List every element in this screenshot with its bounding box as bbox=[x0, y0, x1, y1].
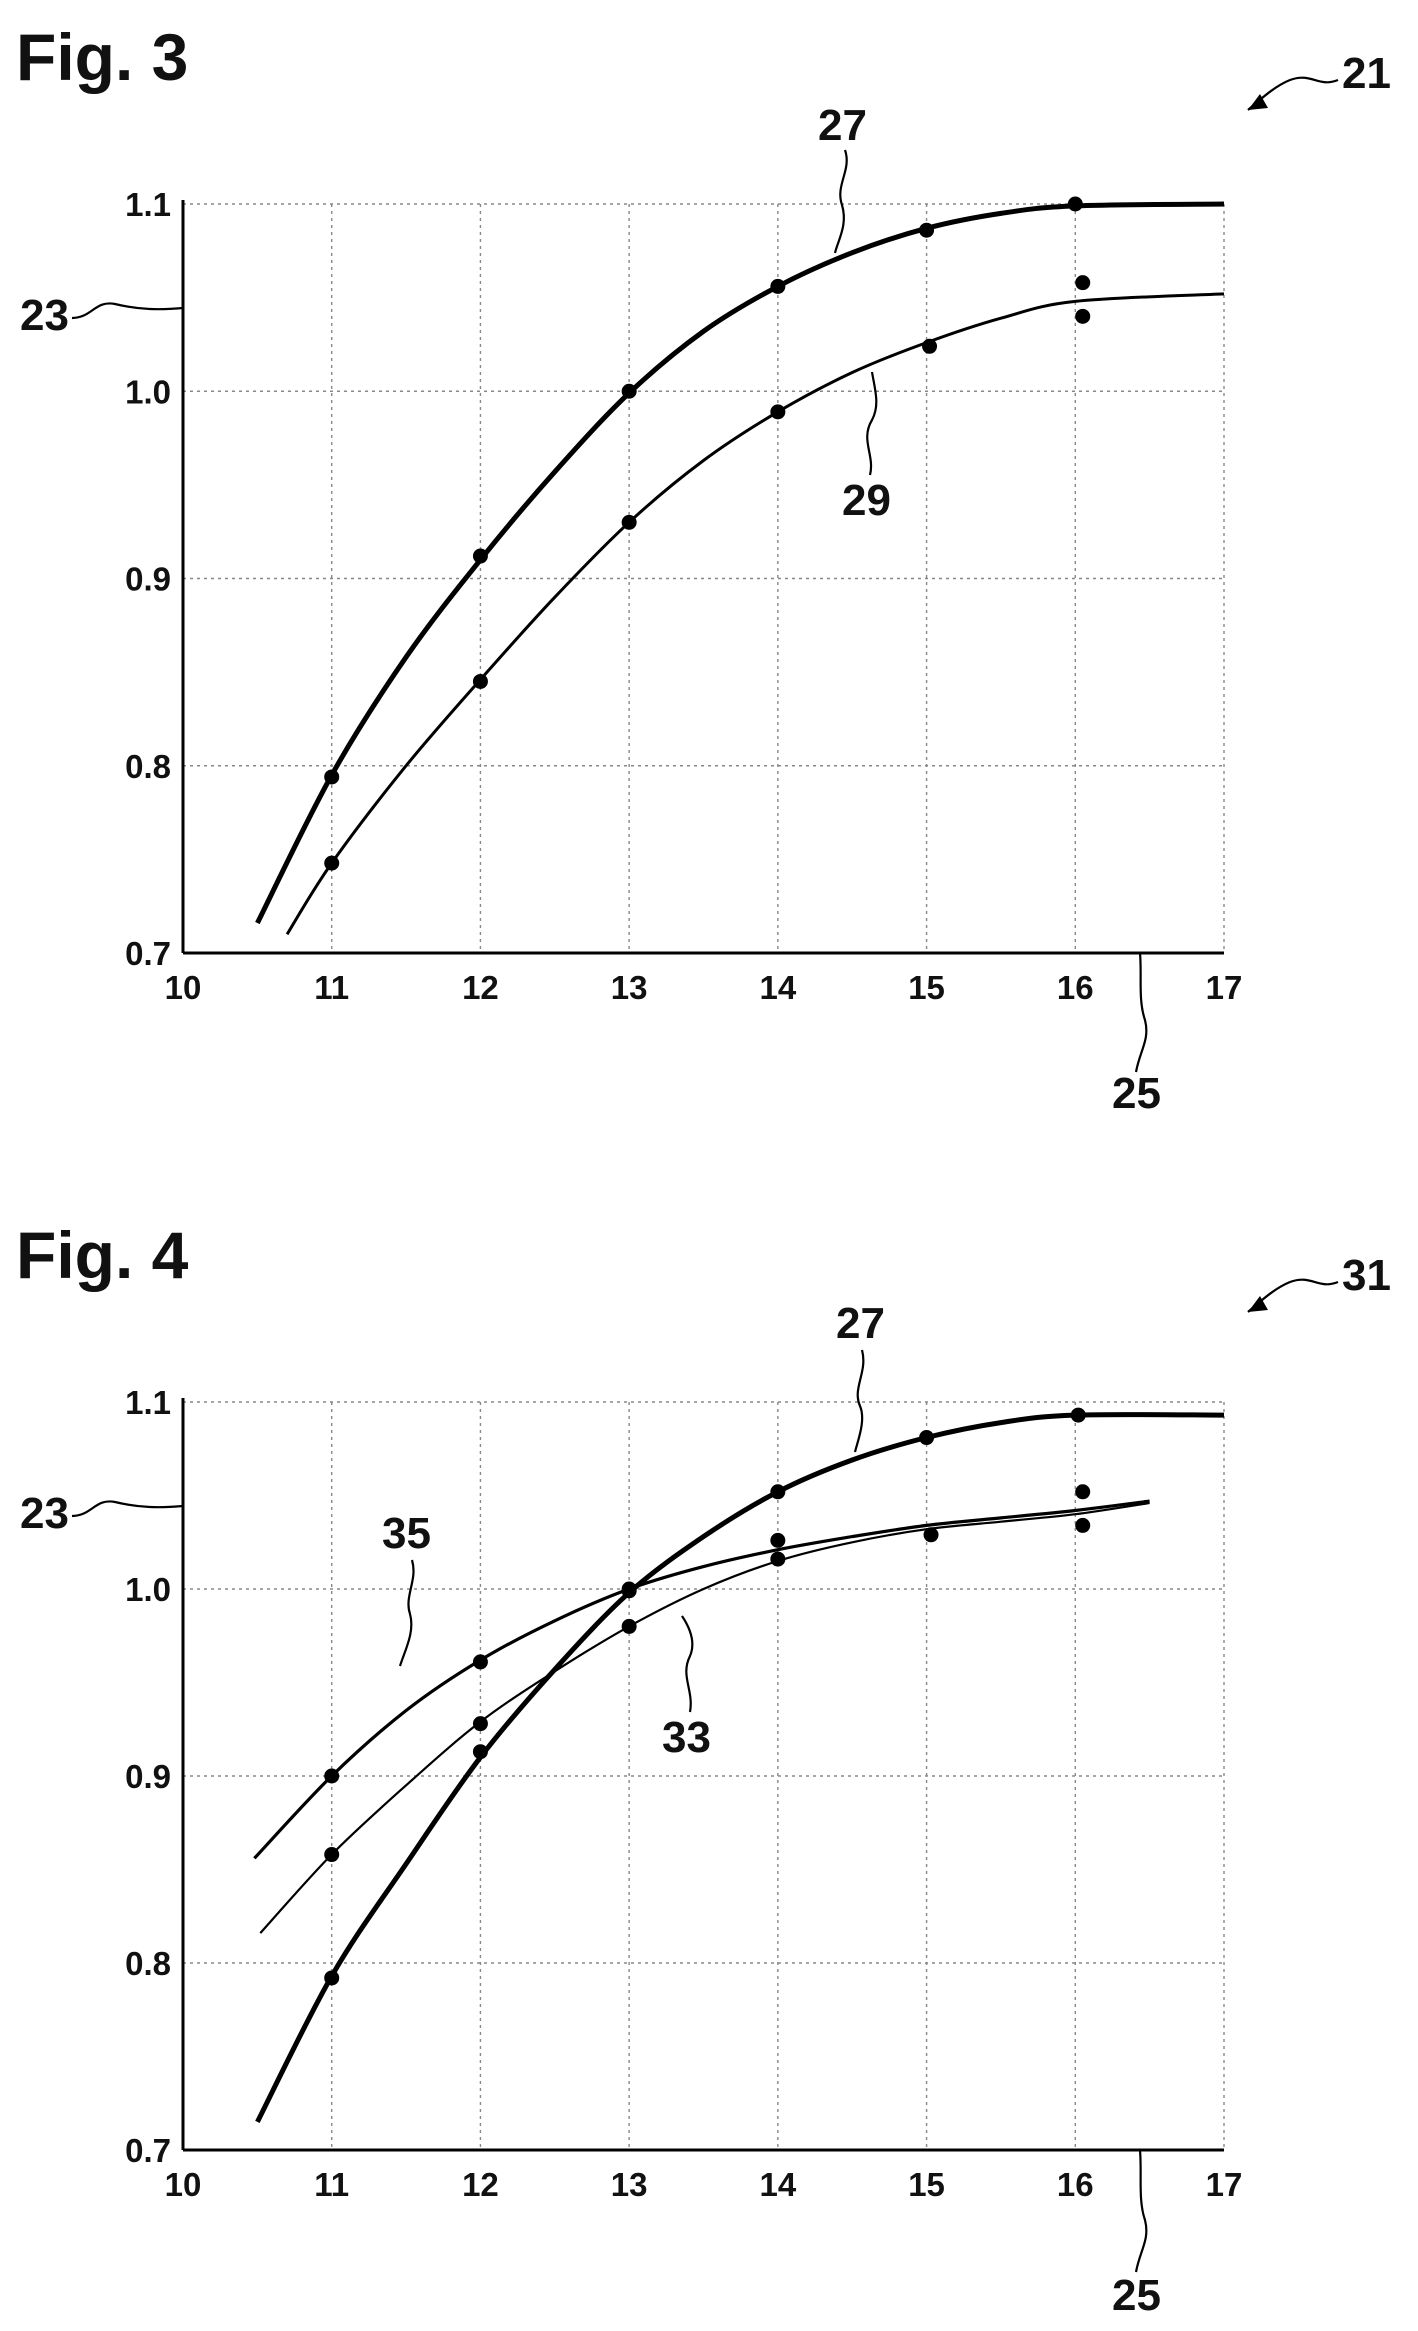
x-axis-reference-leader bbox=[1134, 2149, 1148, 2273]
data-point-27 bbox=[324, 769, 340, 785]
y-tick-label: 0.7 bbox=[125, 2132, 171, 2169]
curve-27 bbox=[255, 201, 1225, 925]
x-tick-label: 17 bbox=[1206, 2166, 1243, 2203]
x-tick-label: 16 bbox=[1057, 2166, 1094, 2203]
data-point-35 bbox=[621, 1581, 637, 1597]
curve-27 bbox=[255, 1412, 1225, 2124]
curve-reference-leader-27 bbox=[853, 1349, 865, 1453]
curve-reference-numeral-33: 33 bbox=[662, 1713, 711, 1762]
x-tick-label: 13 bbox=[611, 2166, 648, 2203]
curve-reference-leader-33 bbox=[681, 1615, 694, 1713]
curve-reference-numeral-27: 27 bbox=[818, 101, 867, 150]
data-point-35 bbox=[472, 1654, 488, 1670]
figure-title: Fig. 4 bbox=[16, 1218, 189, 1292]
y-tick-label: 0.8 bbox=[125, 1945, 171, 1982]
x-tick-label: 12 bbox=[462, 2166, 499, 2203]
figure-4-chart: Fig. 4 31 10 11 12 13 14 15 16 17 0.7 0.8 0.9 1.0 1.1 2… bbox=[16, 1218, 1391, 2320]
x-tick-label: 13 bbox=[611, 969, 648, 1006]
y-tick-label: 1.0 bbox=[125, 373, 171, 410]
curve-reference-leader-27 bbox=[833, 149, 848, 254]
x-tick-label: 17 bbox=[1206, 969, 1243, 1006]
data-point-27 bbox=[770, 1484, 786, 1500]
data-point-27 bbox=[324, 1970, 340, 1986]
y-tick-label: 0.8 bbox=[125, 748, 171, 785]
y-axis-reference-numeral: 23 bbox=[20, 1489, 69, 1538]
x-tick-label: 11 bbox=[314, 969, 349, 1006]
data-point-29 bbox=[770, 404, 786, 420]
x-axis-reference-numeral: 25 bbox=[1112, 1069, 1161, 1118]
data-point-27 bbox=[770, 278, 786, 294]
y-tick-label: 1.1 bbox=[125, 186, 171, 223]
data-point-35 bbox=[324, 1768, 340, 1784]
x-axis-reference-numeral: 25 bbox=[1112, 2271, 1161, 2320]
curve-reference-numeral-27: 27 bbox=[836, 1299, 885, 1348]
figure-3-chart: Fig. 3 21 10 11 12 13 14 15 16 17 0.7 0.8 0.9 1.0 1.1 2… bbox=[16, 20, 1391, 1118]
curve-35 bbox=[253, 1499, 1150, 1860]
y-tick-label: 1.0 bbox=[125, 1571, 171, 1608]
data-point-27 bbox=[919, 222, 935, 238]
data-point-27 bbox=[1070, 1407, 1086, 1423]
data-point-27 bbox=[1067, 196, 1083, 212]
x-tick-label: 10 bbox=[165, 969, 202, 1006]
x-tick-label: 11 bbox=[314, 2166, 349, 2203]
figure-title: Fig. 3 bbox=[16, 20, 188, 94]
data-point-35 bbox=[770, 1532, 786, 1548]
figure-reference-numeral: 31 bbox=[1342, 1251, 1391, 1300]
data-point-33 bbox=[472, 1716, 488, 1732]
y-axis-reference-numeral: 23 bbox=[20, 291, 69, 340]
figure-reference-arrowhead-icon bbox=[1248, 94, 1268, 110]
data-point-33 bbox=[1075, 1517, 1091, 1533]
data-point-29 bbox=[324, 855, 340, 871]
data-point-27 bbox=[472, 1744, 488, 1760]
x-tick-label: 15 bbox=[908, 2166, 945, 2203]
x-tick-label: 14 bbox=[759, 2166, 796, 2203]
data-point-33 bbox=[621, 1618, 637, 1634]
y-tick-label: 0.9 bbox=[125, 1758, 171, 1795]
curve-33 bbox=[259, 1501, 1150, 1934]
x-tick-label: 15 bbox=[908, 969, 945, 1006]
data-point-27 bbox=[472, 548, 488, 564]
data-point-29 bbox=[472, 673, 488, 689]
data-point-29 bbox=[621, 514, 637, 530]
x-tick-label: 12 bbox=[462, 969, 499, 1006]
x-tick-label: 10 bbox=[165, 2166, 202, 2203]
x-tick-label: 16 bbox=[1057, 969, 1094, 1006]
curve-reference-leader-29 bbox=[866, 371, 878, 476]
y-tick-label: 1.1 bbox=[125, 1384, 171, 1421]
data-point-27 bbox=[919, 1430, 935, 1446]
curve-reference-numeral-29: 29 bbox=[842, 476, 891, 525]
x-tick-label: 14 bbox=[759, 969, 796, 1006]
data-point-33 bbox=[770, 1551, 786, 1567]
figure-reference-numeral: 21 bbox=[1342, 49, 1391, 98]
y-tick-label: 0.9 bbox=[125, 561, 171, 598]
curve-29 bbox=[285, 292, 1225, 936]
data-point-29 bbox=[1075, 308, 1091, 324]
data-point-29 bbox=[922, 338, 938, 354]
y-tick-label: 0.7 bbox=[125, 935, 171, 972]
curve-reference-numeral-35: 35 bbox=[382, 1509, 431, 1558]
data-point-35 bbox=[1075, 1484, 1091, 1500]
data-point-33 bbox=[324, 1847, 340, 1863]
curve-reference-leader-35 bbox=[398, 1559, 415, 1667]
y-axis-reference-leader bbox=[71, 302, 184, 320]
data-point-27 bbox=[1075, 275, 1091, 291]
data-point-27 bbox=[621, 383, 637, 399]
figure-reference-arrowhead-icon bbox=[1248, 1296, 1268, 1312]
data-point-33 bbox=[923, 1527, 939, 1543]
x-axis-reference-leader bbox=[1134, 952, 1148, 1073]
y-axis-reference-leader bbox=[71, 1500, 184, 1518]
